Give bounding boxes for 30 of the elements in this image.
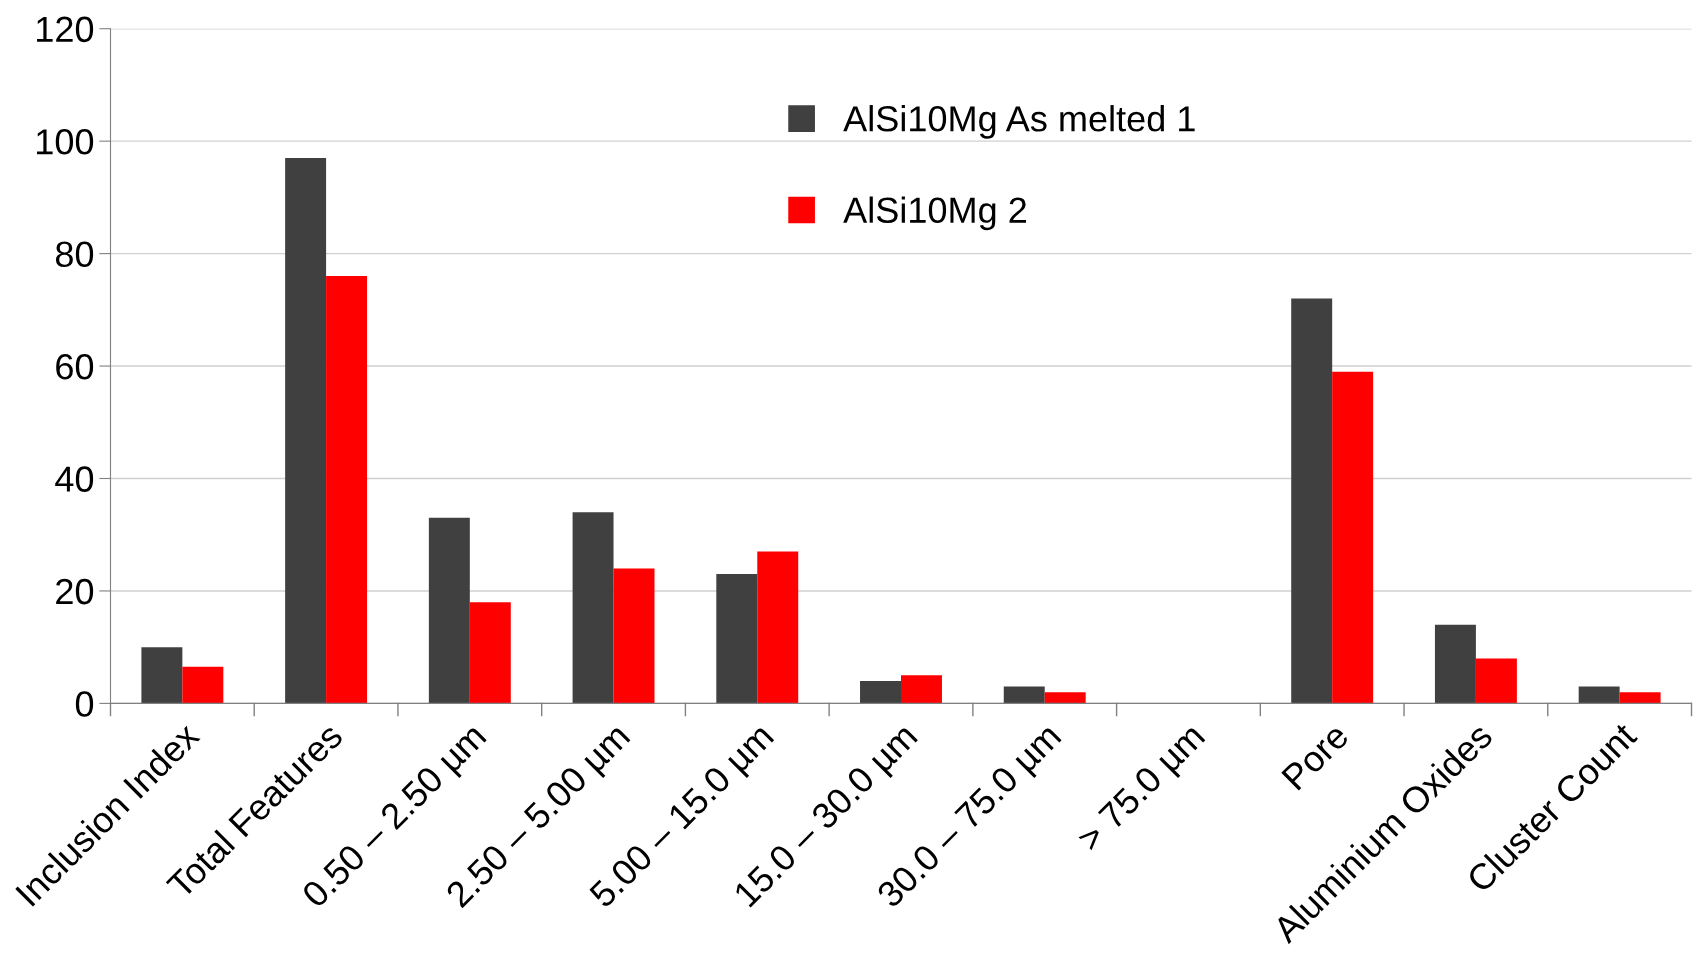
bar bbox=[1578, 686, 1620, 704]
bar bbox=[141, 647, 183, 704]
bar bbox=[860, 680, 901, 704]
y-tick-label: 120 bbox=[37, 16, 94, 43]
y-tick-label: 40 bbox=[55, 466, 94, 492]
bar bbox=[1044, 692, 1086, 704]
bar bbox=[1434, 624, 1476, 704]
bar bbox=[572, 512, 614, 704]
bar bbox=[613, 568, 655, 704]
bar bbox=[901, 675, 942, 704]
bar bbox=[428, 517, 470, 704]
y-tick-label: 100 bbox=[37, 129, 94, 155]
bar bbox=[285, 158, 327, 704]
bar bbox=[1291, 298, 1333, 704]
y-tick-label: 60 bbox=[56, 353, 94, 380]
bar bbox=[469, 602, 511, 704]
bar bbox=[1619, 692, 1661, 704]
y-tick-label: 80 bbox=[55, 241, 94, 268]
y-tick-label: 20 bbox=[56, 578, 94, 605]
legend-label: AlSi10Mg 2 bbox=[843, 196, 1026, 231]
bar bbox=[1003, 686, 1045, 704]
x-tick-label: > 75.0 µm bbox=[1075, 722, 1211, 858]
bar bbox=[716, 574, 758, 704]
legend-label: AlSi10Mg As melted 1 bbox=[843, 105, 1195, 139]
bar bbox=[182, 666, 224, 704]
y-tick-label: 0 bbox=[75, 691, 94, 717]
bar bbox=[1332, 371, 1374, 704]
bar bbox=[757, 551, 799, 704]
bar bbox=[326, 276, 368, 704]
bar bbox=[1475, 658, 1517, 704]
